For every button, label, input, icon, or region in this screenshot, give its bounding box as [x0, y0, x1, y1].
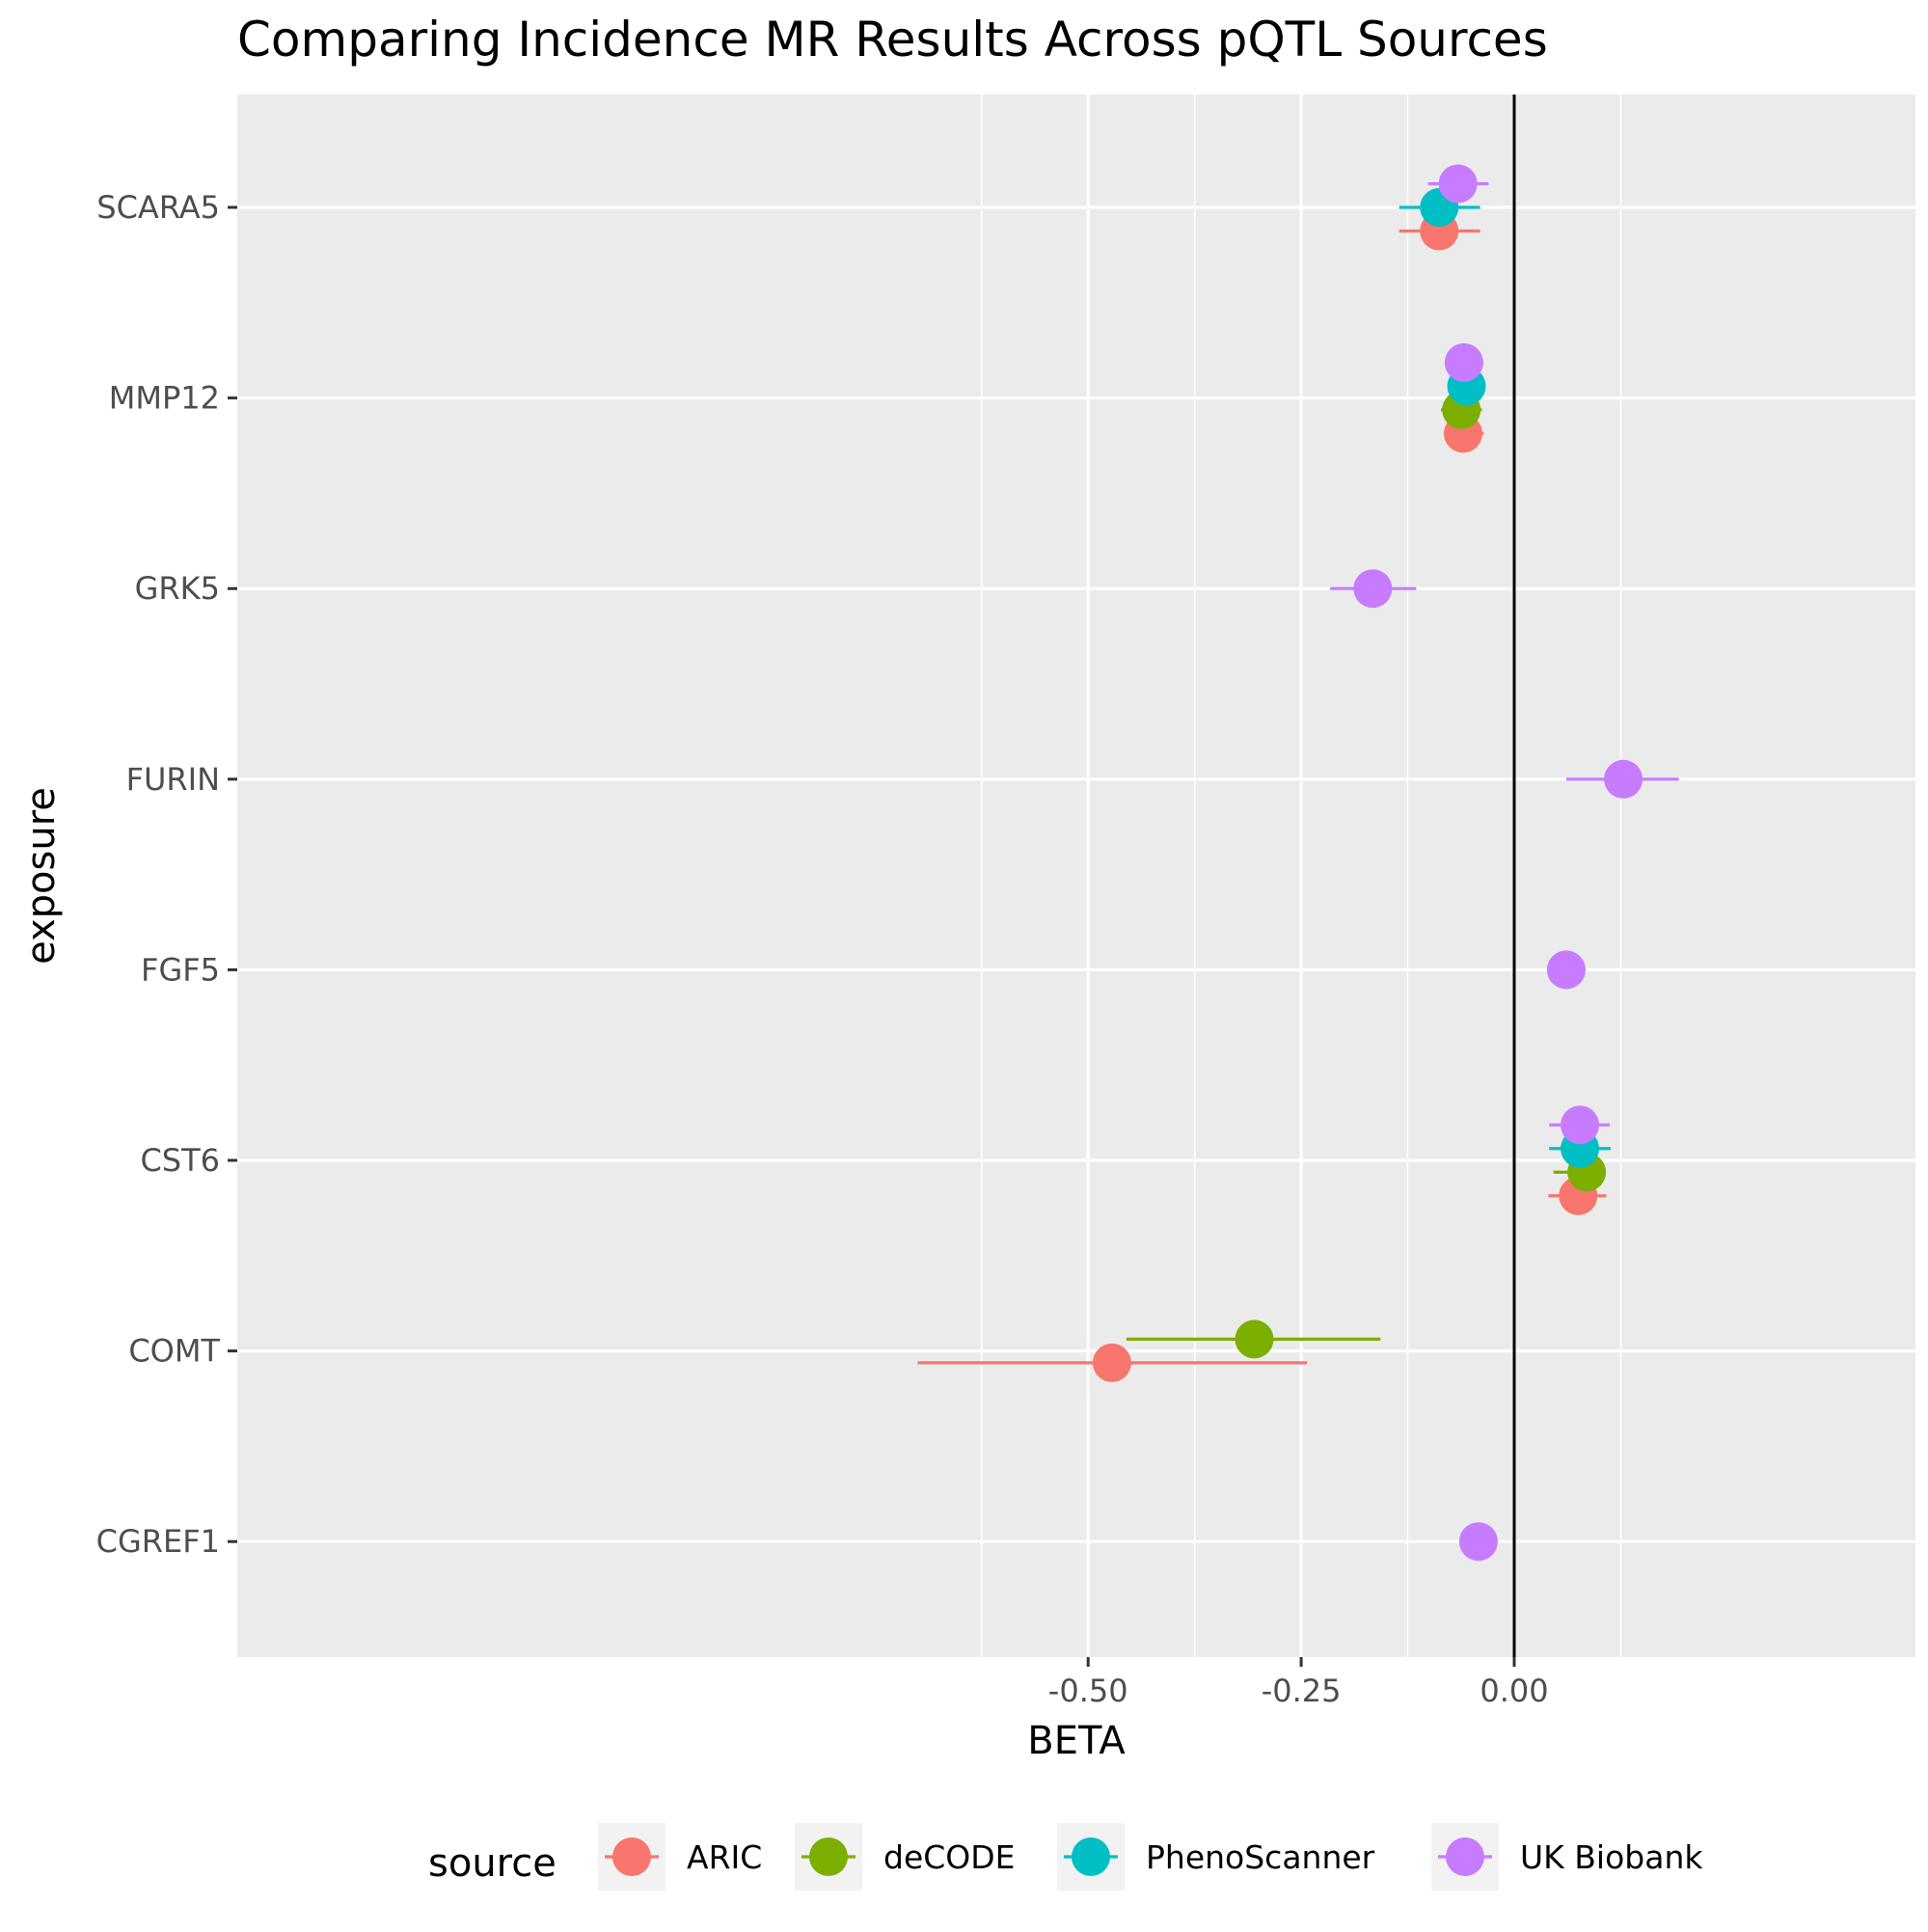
y-tick-label-comt: COMT — [128, 1333, 220, 1370]
data-marks — [917, 164, 1679, 1562]
y-tick-label-mmp12: MMP12 — [109, 380, 220, 417]
point-uk-biobank-furin — [1604, 759, 1643, 799]
legend-item-aric: ARIC — [598, 1823, 762, 1891]
chart-title: Comparing Incidence MR Results Across pQ… — [237, 12, 1548, 68]
x-tick-label: 0.00 — [1480, 1673, 1548, 1709]
legend-label-aric: ARIC — [687, 1838, 762, 1876]
plot-panel — [237, 95, 1915, 1657]
legend-item-decode: deCODE — [795, 1823, 1016, 1891]
x-axis: -0.50 -0.25 0.00 — [1048, 1657, 1549, 1709]
legend-item-uk-biobank: UK Biobank — [1431, 1823, 1703, 1891]
point-uk-biobank-fgf5 — [1546, 950, 1586, 990]
legend-title: source — [428, 1841, 557, 1886]
y-tick-label-grk5: GRK5 — [135, 570, 220, 607]
point-aric-comt — [1092, 1343, 1131, 1382]
legend-key-point — [612, 1837, 651, 1876]
y-axis-title: exposure — [19, 787, 64, 965]
point-uk-biobank-grk5 — [1353, 569, 1393, 609]
grid-minor — [980, 95, 1622, 1657]
point-uk-biobank-cgref1 — [1458, 1522, 1498, 1562]
point-uk-biobank-scara5 — [1438, 164, 1478, 204]
y-tick-label-fgf5: FGF5 — [141, 951, 220, 988]
y-tick-label-furin: FURIN — [126, 761, 220, 798]
legend-item-phenoscanner: PhenoScanner — [1057, 1823, 1375, 1891]
x-axis-title: BETA — [1027, 1719, 1126, 1763]
y-tick-label-cst6: CST6 — [140, 1142, 220, 1179]
point-uk-biobank-cst6 — [1561, 1105, 1600, 1145]
x-tick-label: -0.50 — [1048, 1673, 1128, 1709]
y-axis: SCARA5 MMP12 GRK5 FURIN FGF5 CST6 COMT CGREF1 — [96, 189, 237, 1560]
grid-major — [237, 95, 1915, 1657]
legend-key-point — [1072, 1837, 1110, 1876]
legend-label-uk-biobank: UK Biobank — [1520, 1838, 1703, 1876]
legend: source ARIC deCODE PhenoScanner UK Biobank — [428, 1823, 1703, 1891]
x-tick-label: -0.25 — [1262, 1673, 1342, 1709]
legend-label-decode: deCODE — [883, 1838, 1016, 1876]
point-decode-comt — [1235, 1320, 1274, 1359]
legend-key-point — [1446, 1837, 1484, 1876]
legend-label-phenoscanner: PhenoScanner — [1146, 1838, 1375, 1876]
y-tick-label-cgref1: CGREF1 — [96, 1523, 220, 1560]
legend-key-point — [809, 1837, 848, 1876]
point-uk-biobank-mmp12 — [1444, 342, 1483, 382]
y-tick-label-scara5: SCARA5 — [96, 189, 220, 226]
